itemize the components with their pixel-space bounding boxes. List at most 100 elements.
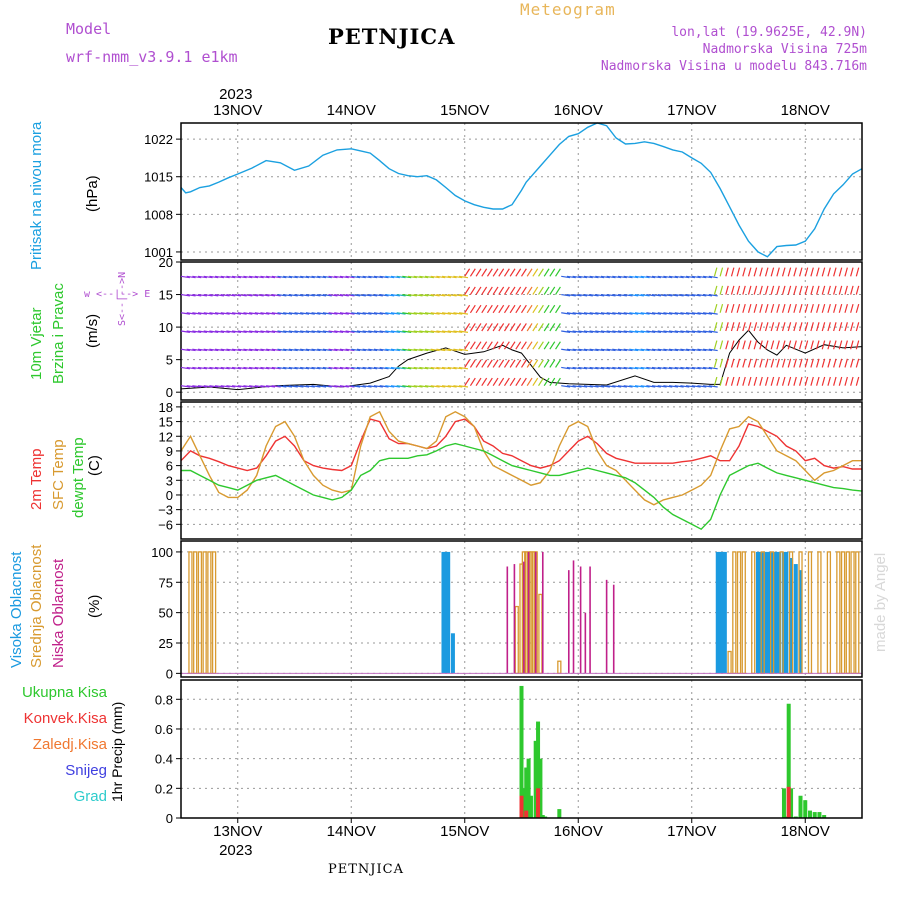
wind-barb	[589, 348, 599, 352]
wind-barb	[691, 312, 701, 315]
wind-barb	[623, 275, 633, 279]
wind-barb	[226, 275, 236, 279]
bar	[767, 551, 772, 674]
bottom-day-label: 14NOV	[327, 823, 376, 840]
wind-barb	[339, 293, 349, 297]
bar	[722, 551, 727, 674]
wind-barb	[294, 385, 304, 388]
wind-barb	[776, 340, 780, 350]
wind-barb	[663, 275, 673, 279]
wind-barb	[600, 385, 610, 388]
wind-barb	[526, 341, 533, 350]
wind-barb	[532, 341, 539, 350]
wind-barb	[532, 323, 539, 332]
wind-barb	[203, 385, 213, 388]
wind-barb	[719, 376, 724, 386]
bar	[784, 551, 789, 674]
wind-barb	[209, 366, 219, 370]
wind-barb	[509, 268, 516, 277]
wind-barb	[798, 285, 803, 295]
wind-barb	[747, 358, 752, 368]
wind-barb	[413, 348, 423, 352]
wind-barb	[561, 366, 571, 370]
wind-barb	[396, 366, 406, 370]
bar	[540, 815, 545, 818]
wind-barb	[481, 268, 488, 277]
wind-barb	[595, 293, 605, 297]
wind-barb	[197, 275, 208, 279]
wind-barb	[747, 285, 752, 295]
wind-barb	[237, 293, 247, 297]
wind-barb	[566, 366, 576, 370]
wind-barb	[543, 286, 550, 295]
wind-barb	[578, 293, 588, 297]
wind-barb	[821, 303, 826, 313]
wind-barb	[816, 267, 820, 277]
wind-barb	[810, 358, 814, 368]
y-tick-label: −6	[158, 517, 173, 532]
wind-barb	[520, 341, 527, 350]
wind-barb	[203, 366, 213, 370]
wind-barb	[668, 366, 679, 370]
wind-barb	[373, 385, 383, 388]
wind-barb	[713, 376, 718, 386]
wind-barb	[561, 330, 571, 333]
y-tick-label: 9	[166, 444, 173, 459]
wind-barb	[214, 275, 225, 279]
wind-barb	[770, 358, 775, 368]
bar	[527, 551, 530, 674]
wind-barb	[742, 358, 746, 368]
wind-barb	[844, 303, 848, 313]
wind-barb	[368, 366, 378, 370]
wind-barb	[730, 285, 735, 295]
wind-barb	[407, 348, 417, 352]
wind-barb	[520, 359, 527, 368]
wind-barb	[532, 286, 539, 295]
wind-barb	[209, 330, 219, 333]
wind-barb	[203, 275, 213, 279]
wind-barb	[311, 348, 321, 352]
wind-barb	[578, 312, 588, 315]
wind-barb	[697, 366, 707, 370]
wind-barb	[379, 312, 389, 315]
wind-barb	[351, 275, 361, 279]
wind-barb	[793, 285, 797, 295]
y-tick-label: 12	[159, 429, 173, 444]
wind-barb	[249, 275, 259, 279]
wind-barb	[827, 303, 831, 313]
wind-barb	[243, 293, 253, 297]
wind-barb	[458, 275, 469, 279]
wind-barb	[833, 285, 837, 295]
bar	[807, 551, 813, 675]
bottom-day-label: 15NOV	[440, 823, 489, 840]
wind-barb	[305, 312, 315, 315]
wind-barb	[776, 285, 780, 295]
wind-barb	[708, 348, 718, 352]
wind-barb	[793, 358, 797, 368]
wind-barb	[345, 275, 355, 279]
wind-barb	[708, 293, 718, 297]
wind-barb	[351, 348, 361, 352]
wind-barb	[283, 348, 293, 352]
wind-barb	[345, 348, 355, 352]
wind-barb	[226, 330, 236, 333]
wind-barb	[503, 304, 510, 314]
wind-barb	[640, 348, 650, 352]
bar	[567, 570, 570, 674]
wind-barb	[260, 330, 270, 333]
wind-barb	[804, 322, 809, 332]
wind-barb	[226, 312, 236, 315]
wind-barb	[436, 293, 446, 297]
wind-barb	[640, 293, 650, 297]
wind-barb	[753, 285, 758, 295]
wind-barb	[271, 330, 281, 333]
wind-barb	[753, 358, 758, 368]
wind-barb	[396, 312, 406, 315]
wind-barb	[509, 286, 516, 295]
wind-barb	[231, 348, 242, 352]
wind-barb	[612, 275, 622, 279]
wind-barb	[385, 312, 395, 315]
wind-barb	[742, 285, 746, 295]
wind-barb	[254, 293, 264, 297]
wind-barb	[770, 303, 775, 313]
